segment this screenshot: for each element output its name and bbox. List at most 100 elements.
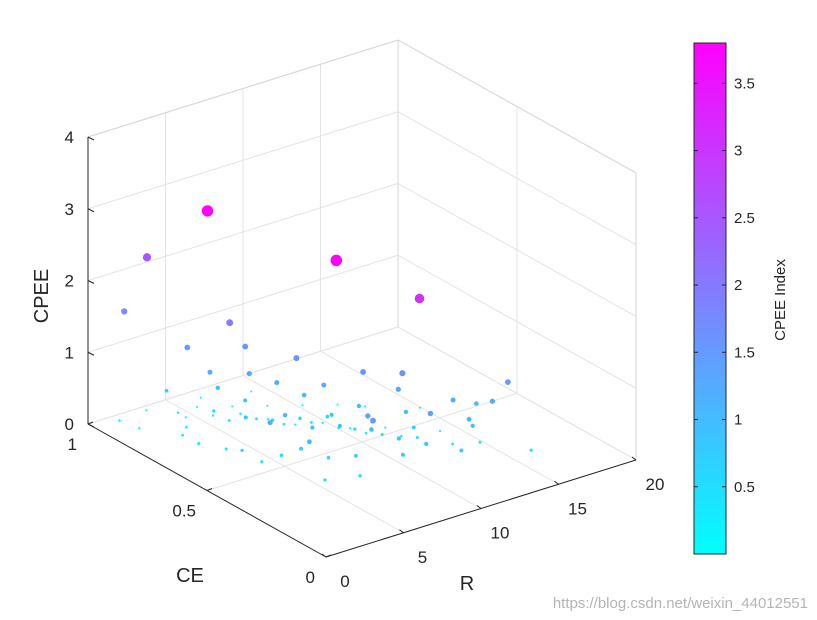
data-point [274,380,280,386]
grid-line [397,183,637,317]
data-point [321,421,324,424]
z-tick-mark [87,423,95,428]
data-point [215,385,220,390]
data-point [323,478,327,482]
data-point [246,370,252,377]
data-point [201,205,214,217]
data-point [266,418,270,421]
data-point [329,412,334,417]
data-point [466,416,472,422]
data-point [529,448,533,452]
data-point [199,396,202,399]
x-tick-label: 0 [340,572,349,591]
z-tick-label: 1 [65,343,74,362]
x-tick-label: 15 [568,499,587,518]
data-point [195,405,199,409]
data-point [325,414,330,419]
data-point [451,442,454,446]
data-point [227,419,231,422]
data-point [226,319,234,327]
data-point [212,409,216,413]
z-tick-label: 0 [65,415,74,434]
watermark-text: https://blog.csdn.net/weixin_44012551 [553,595,808,612]
data-point [399,370,406,377]
data-point [418,406,421,409]
grid-line [397,111,637,246]
data-point [356,403,362,409]
y-axis-ticks: 00.51 [68,421,332,587]
data-point [505,379,511,385]
data-point [260,460,264,464]
data-point [294,423,297,426]
grid-line [87,183,399,281]
grid-line [87,111,399,210]
data-point [400,452,405,457]
data-point [239,412,242,416]
x-tick-mark [476,505,482,509]
data-point [353,427,357,431]
data-point [267,420,273,426]
data-point [211,414,215,417]
data-point [184,344,191,351]
data-point [424,441,429,446]
data-point [121,308,128,315]
box-edge [87,39,399,138]
data-point [176,411,180,414]
colorbar-tick-label: 0.5 [734,479,755,496]
colorbar-tick-label: 2.5 [734,210,755,227]
grid-line [87,326,399,425]
colorbar-tick-label: 1 [734,412,742,429]
data-point [255,417,258,421]
data-point [400,434,403,438]
data-point [330,254,343,267]
data-point [301,404,304,407]
grid-line [87,254,399,353]
data-point [370,417,376,424]
x-tick-mark [554,480,559,485]
data-point [326,455,331,460]
z-tick-mark [87,208,95,213]
colorbar: 0.5 1 1.5 2 2.5 3 3.5 CPEE Index [693,42,789,555]
data-point [142,253,152,262]
data-point [184,425,188,429]
data-point [310,425,315,430]
data-point [415,436,419,439]
data-point [231,405,234,408]
z-tick-mark [87,280,95,284]
data-point [414,293,425,304]
data-point [470,423,475,428]
data-point [337,423,343,429]
z-tick-label: 4 [65,128,74,147]
data-point [224,447,228,451]
x-tick-label: 10 [491,524,510,543]
data-point [309,420,313,424]
z-tick-mark [87,351,95,356]
x-axis-label: R [460,573,474,595]
grid-line [397,254,637,389]
data-point [250,390,253,393]
x-axis-ticks: 0 5 10 15 20 [321,456,664,591]
data-point [380,432,384,437]
data-point [266,404,269,407]
data-point [145,409,148,412]
z-tick-label: 3 [65,200,74,219]
x-tick-label: 5 [418,548,427,567]
data-point [450,397,456,403]
grid-line [206,393,518,491]
data-point [364,431,368,435]
data-point [358,474,362,478]
data-point [384,426,387,429]
colorbar-tick-label: 1.5 [734,344,755,361]
colorbar-label: CPEE Index [772,259,789,341]
y-tick-label: 1 [68,435,77,454]
data-point [184,416,187,419]
data-point [282,412,288,418]
data-point [207,369,213,375]
z-axis-label: CPEE [31,269,53,323]
x-tick-mark [399,529,404,534]
y-axis-label: CE [176,565,204,587]
data-point [473,401,479,406]
data-point [427,410,434,417]
data-point [478,440,482,444]
